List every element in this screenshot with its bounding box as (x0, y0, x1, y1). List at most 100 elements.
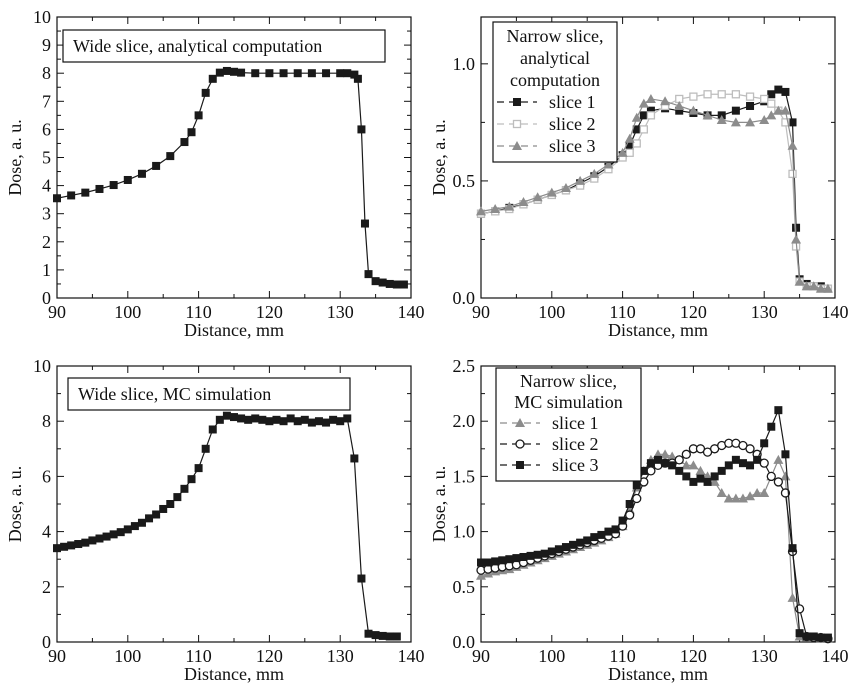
data-point-s1-23 (307, 69, 316, 78)
data-point-s1-15 (152, 510, 161, 519)
legend-title: computation (510, 70, 600, 90)
y-tick-label: 0 (42, 632, 51, 652)
data-point-s3-38 (738, 459, 747, 468)
data-point-s1-16 (159, 504, 168, 513)
data-point-s2-23 (760, 94, 769, 104)
data-point-s3-30 (801, 281, 812, 291)
y-tick-label: 6 (42, 466, 51, 486)
data-point-s1-21 (279, 69, 288, 78)
x-tick-label: 110 (609, 302, 635, 322)
data-point-s3-46 (795, 629, 804, 638)
y-axis-label: Dose, a. u. (5, 466, 25, 542)
data-point-s2-43 (773, 477, 784, 487)
data-point-s2-42 (766, 471, 776, 482)
legend-label: slice 3 (552, 455, 599, 475)
data-point-s1-27 (350, 70, 359, 79)
data-point-s1-7 (95, 534, 104, 543)
data-point-s1-3 (81, 188, 90, 197)
x-tick-label: 100 (538, 302, 565, 322)
data-point-s1-29 (251, 414, 260, 423)
data-point-s2-13 (632, 139, 641, 148)
data-point-s3-29 (675, 466, 684, 475)
data-point-s3-3 (491, 557, 500, 566)
y-tick-label: 9 (42, 35, 51, 55)
data-point-s3-42 (767, 422, 776, 431)
data-point-s3-23 (759, 115, 770, 125)
data-point-s3-12 (554, 545, 563, 554)
data-point-s1-28 (353, 74, 362, 83)
data-point-s1-30 (681, 460, 692, 470)
data-point-s1-24 (215, 415, 224, 424)
data-point-s3-15 (576, 538, 585, 547)
data-point-s1-32 (695, 465, 706, 475)
data-point-s3-6 (546, 187, 557, 197)
x-tick-label: 140 (398, 646, 425, 666)
x-axis-label: Distance, mm (184, 664, 284, 684)
data-point-s1-13 (201, 88, 210, 97)
data-point-s1-36 (723, 493, 734, 503)
y-tick-label: 1.0 (453, 522, 476, 542)
data-point-s3-14 (638, 98, 649, 108)
data-point-s2-12 (625, 148, 634, 157)
y-tick-label: 5 (42, 148, 51, 168)
data-point-s1-26 (343, 69, 352, 78)
data-point-s3-28 (791, 234, 802, 244)
data-point-s1-14 (639, 111, 648, 120)
data-point-s3-33 (703, 477, 712, 486)
data-point-s2-15 (646, 111, 656, 120)
legend-marker (513, 98, 521, 106)
y-tick-label: 2 (42, 577, 51, 597)
y-tick-label: 6 (42, 119, 51, 139)
y-axis-label: Dose, a. u. (429, 466, 449, 542)
data-point-s2-26 (781, 118, 790, 127)
legend-title: analytical (520, 48, 590, 68)
data-point-s1-26 (781, 87, 790, 96)
data-point-s1-34 (286, 414, 295, 423)
data-point-s1-29 (357, 125, 366, 134)
data-point-s2-30 (681, 449, 691, 459)
x-tick-label: 120 (256, 302, 283, 322)
data-point-s1-17 (230, 67, 238, 76)
data-point-s1-28 (667, 451, 678, 461)
y-tick-label: 8 (42, 63, 51, 83)
data-point-s1-39 (745, 491, 756, 501)
data-point-s1-8 (102, 532, 111, 541)
data-point-s3-21 (618, 516, 627, 525)
data-point-s3-29 (794, 276, 805, 286)
data-point-s1-4 (74, 540, 83, 549)
legend-box (67, 377, 351, 411)
x-tick-label: 90 (472, 646, 490, 666)
data-point-s1-35 (293, 417, 302, 426)
data-point-s3-41 (760, 439, 769, 448)
data-point-s3-26 (654, 455, 662, 464)
data-point-s1-30 (258, 415, 267, 424)
data-point-s3-28 (668, 461, 677, 470)
data-point-s3-5 (532, 192, 543, 202)
y-tick-label: 1.0 (453, 54, 476, 74)
legend-marker (515, 439, 525, 449)
data-point-s1-20 (265, 69, 274, 78)
x-tick-label: 100 (538, 646, 565, 666)
data-point-s2-44 (780, 488, 791, 498)
x-tick-label: 130 (751, 646, 778, 666)
data-point-s3-19 (702, 110, 713, 120)
data-point-s3-8 (575, 175, 586, 185)
x-tick-label: 120 (680, 302, 707, 322)
data-point-s3-7 (519, 552, 528, 561)
chart-panel-4: 90 100 110 120 130 140 0.0 0.5 1.0 1.5 2.0 2.5 Dista… (429, 356, 849, 684)
legend-label: slice 1 (552, 413, 599, 433)
y-tick-label: 1 (42, 260, 51, 280)
legend-marker (516, 461, 524, 469)
data-point-s1-41 (336, 417, 345, 426)
series-line-1 (56, 70, 404, 286)
data-point-s1-8 (152, 161, 161, 170)
legend-title: Narrow slice, (507, 26, 604, 46)
legend-label: slice 2 (552, 434, 599, 454)
x-tick-label: 130 (327, 302, 354, 322)
data-point-s1-37 (730, 493, 741, 503)
data-point-s1-37 (307, 418, 316, 427)
data-point-s3-21 (730, 117, 741, 127)
data-point-s3-4 (498, 556, 507, 565)
data-point-s1-25 (222, 411, 231, 420)
data-point-s2-21 (731, 90, 741, 99)
